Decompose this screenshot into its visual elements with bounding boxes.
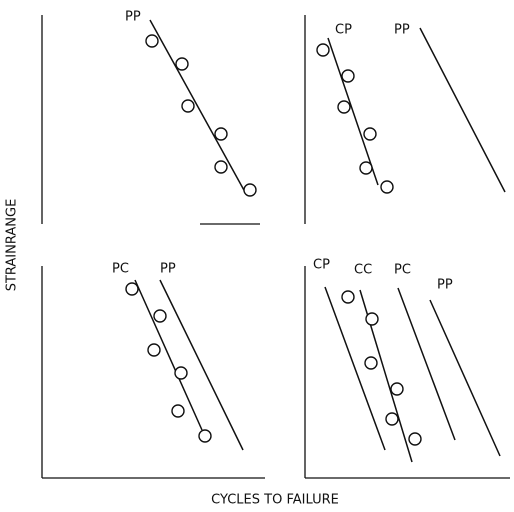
- trend-line: [429, 299, 501, 457]
- point: [316, 43, 330, 57]
- panel: CP PP: [316, 23, 506, 194]
- point: [198, 429, 212, 443]
- trend-line: [159, 279, 244, 451]
- point: [125, 282, 139, 296]
- line-label: PP: [125, 10, 141, 25]
- point: [364, 356, 378, 370]
- point: [147, 343, 161, 357]
- point: [171, 404, 185, 418]
- point: [181, 99, 195, 113]
- line-label: CC: [354, 263, 372, 278]
- panel: CP CC PC PP: [313, 258, 501, 463]
- point: [363, 127, 377, 141]
- y-axis-label: STRAINRANGE: [5, 199, 20, 292]
- trend-line: [324, 286, 386, 451]
- point: [390, 382, 404, 396]
- point: [174, 366, 188, 380]
- x-axis-label: CYCLES TO FAILURE: [211, 493, 339, 508]
- point: [365, 312, 379, 326]
- point: [385, 412, 399, 426]
- point: [243, 183, 257, 197]
- point: [359, 161, 373, 175]
- point: [380, 180, 394, 194]
- trend-line: [134, 279, 203, 431]
- line-label: PP: [394, 23, 410, 38]
- panel: PC PP: [112, 262, 244, 451]
- point: [175, 57, 189, 71]
- trend-line: [419, 27, 506, 193]
- line-label: CP: [335, 23, 352, 38]
- line-label: CP: [313, 258, 330, 273]
- line-label: PP: [160, 262, 176, 277]
- point: [214, 127, 228, 141]
- point: [153, 309, 167, 323]
- trend-line: [149, 19, 246, 193]
- point: [337, 100, 351, 114]
- point: [408, 432, 422, 446]
- point: [341, 69, 355, 83]
- panel: PP: [125, 10, 257, 197]
- line-label: PP: [437, 278, 453, 293]
- axes: [41, 15, 510, 479]
- line-label: PC: [394, 263, 411, 278]
- trend-line: [327, 37, 379, 186]
- point: [341, 290, 355, 304]
- trend-line: [397, 287, 456, 441]
- point: [145, 34, 159, 48]
- point: [214, 160, 228, 174]
- line-label: PC: [112, 262, 129, 277]
